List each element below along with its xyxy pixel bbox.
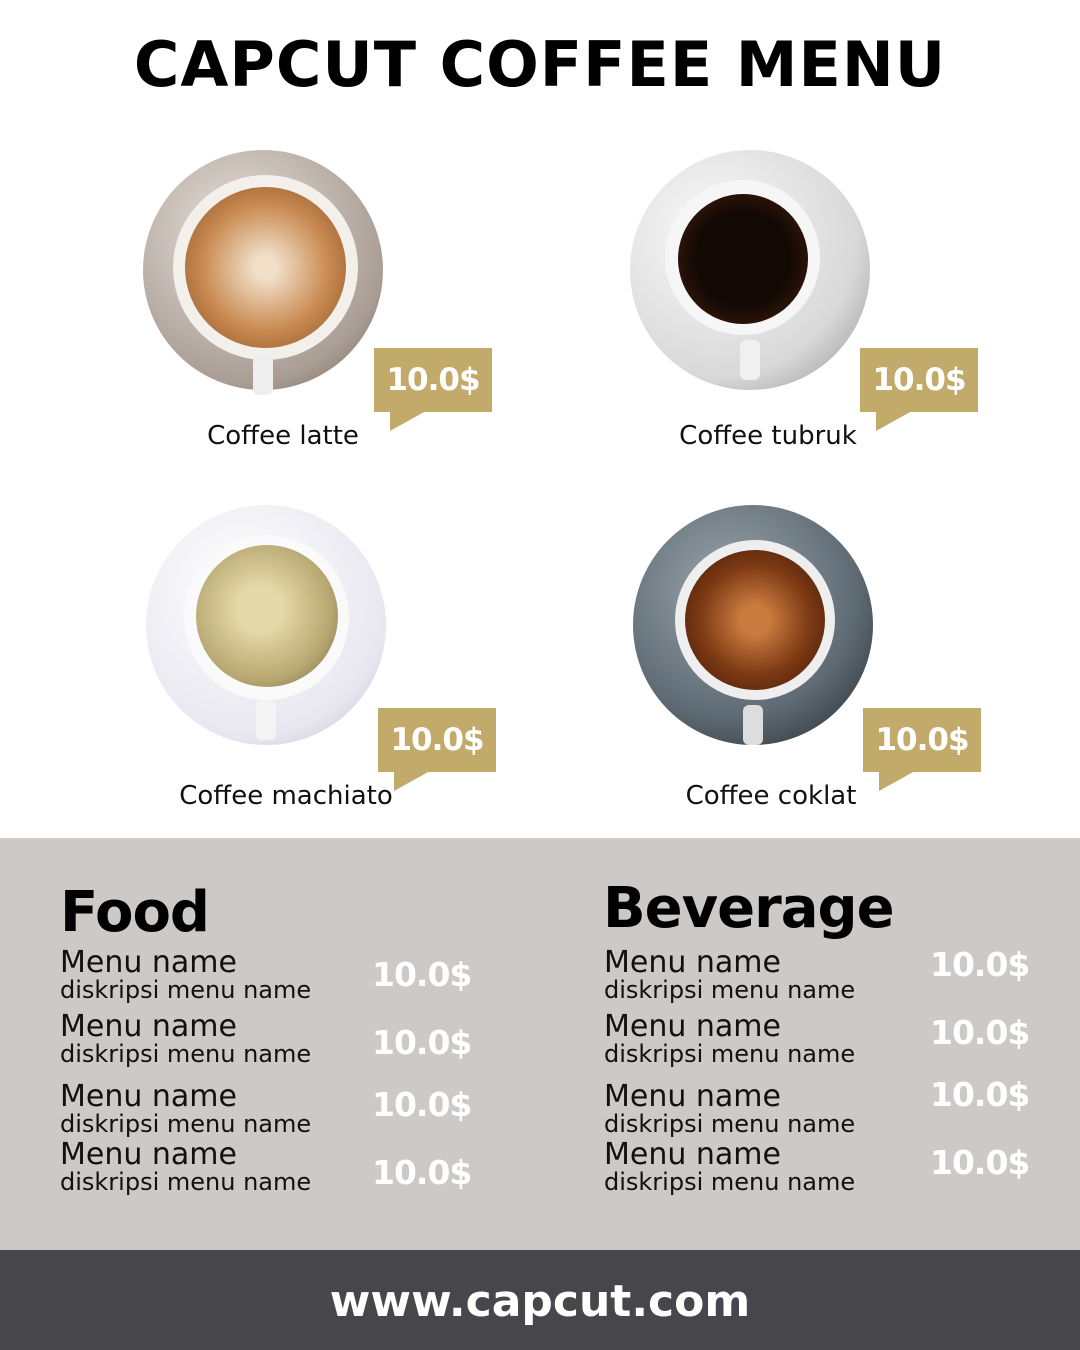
menu-price: 10.0$ (372, 955, 472, 994)
coffee-machiato-image (146, 505, 386, 745)
menu-name: Menu name (604, 1009, 781, 1044)
item-name: Coffee coklat (685, 781, 857, 811)
item-name: Coffee tubruk (679, 421, 857, 451)
price-tag: 10.0$ (378, 708, 496, 791)
menu-desc: diskripsi menu name (604, 976, 856, 1004)
menu-list-section (0, 838, 1080, 1250)
list-item: Menu name diskripsi menu name (60, 1140, 480, 1200)
menu-name: Menu name (60, 945, 237, 980)
list-item: Menu name diskripsi menu name (60, 1082, 480, 1142)
menu-desc: diskripsi menu name (604, 1110, 856, 1138)
menu-price: 10.0$ (930, 1143, 1030, 1182)
menu-name: Menu name (60, 1009, 237, 1044)
menu-desc: diskripsi menu name (60, 1040, 312, 1068)
menu-name: Menu name (60, 1079, 237, 1114)
beverage-title: Beverage (603, 876, 895, 941)
menu-desc: diskripsi menu name (604, 1040, 856, 1068)
menu-price: 10.0$ (930, 945, 1030, 984)
menu-price: 10.0$ (372, 1023, 472, 1062)
page-title: CAPCUT COFFEE MENU (133, 28, 947, 101)
price-tag: 10.0$ (374, 348, 492, 431)
menu-name: Menu name (60, 1137, 237, 1172)
list-item: Menu name diskripsi menu name (604, 1012, 1024, 1072)
item-name: Coffee latte (207, 421, 359, 451)
menu-desc: diskripsi menu name (60, 976, 312, 1004)
price-tag: 10.0$ (860, 348, 978, 431)
menu-name: Menu name (604, 945, 781, 980)
menu-desc: diskripsi menu name (60, 1110, 312, 1138)
menu-price: 10.0$ (930, 1013, 1030, 1052)
menu-desc: diskripsi menu name (60, 1168, 312, 1196)
food-title: Food (60, 880, 210, 945)
menu-name: Menu name (604, 1137, 781, 1172)
list-item: Menu name diskripsi menu name (60, 948, 480, 1008)
coffee-tubruk-image (630, 150, 870, 390)
website-url: www.capcut.com (329, 1276, 751, 1327)
item-name: Coffee machiato (179, 781, 393, 811)
list-item: Menu name diskripsi menu name (60, 1012, 480, 1072)
list-item: Menu name diskripsi menu name (604, 948, 1024, 1008)
menu-price: 10.0$ (930, 1075, 1030, 1114)
price-tag: 10.0$ (863, 708, 981, 791)
menu-price: 10.0$ (372, 1153, 472, 1192)
menu-desc: diskripsi menu name (604, 1168, 856, 1196)
coffee-latte-image (143, 150, 383, 395)
menu-price: 10.0$ (372, 1085, 472, 1124)
coffee-coklat-image (633, 505, 873, 745)
footer (0, 1250, 1080, 1350)
list-item: Menu name diskripsi menu name (604, 1140, 1024, 1200)
list-item: Menu name diskripsi menu name (604, 1082, 1024, 1142)
menu-name: Menu name (604, 1079, 781, 1114)
